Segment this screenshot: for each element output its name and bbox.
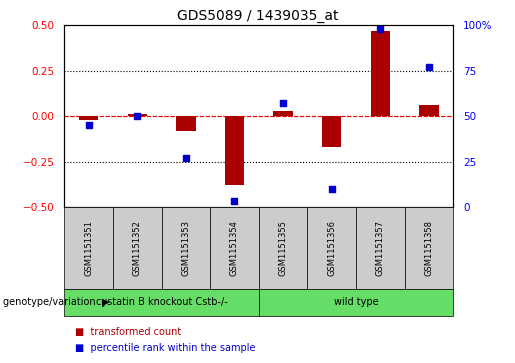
Text: GSM1151357: GSM1151357 (376, 220, 385, 276)
Text: ■  transformed count: ■ transformed count (75, 327, 181, 337)
Point (425, 64, 433, 70)
Point (84, 122, 93, 128)
Bar (128, 114, 147, 116)
Text: GSM1151355: GSM1151355 (279, 220, 287, 276)
Text: GSM1151351: GSM1151351 (84, 220, 93, 276)
Text: GSM1151353: GSM1151353 (181, 220, 191, 276)
Point (279, 101, 287, 106)
Bar (273, 111, 293, 116)
Text: GSM1151354: GSM1151354 (230, 220, 239, 276)
Text: GSM1151356: GSM1151356 (327, 220, 336, 276)
Text: GDS5089 / 1439035_at: GDS5089 / 1439035_at (177, 9, 338, 23)
Text: ■  percentile rank within the sample: ■ percentile rank within the sample (75, 343, 255, 354)
Text: cystatin B knockout Cstb-/-: cystatin B knockout Cstb-/- (96, 297, 228, 307)
Bar (176, 116, 196, 131)
Bar (419, 105, 439, 116)
Point (376, 26, 384, 32)
Bar (225, 116, 244, 185)
Text: genotype/variation  ▶: genotype/variation ▶ (3, 297, 109, 307)
Point (182, 155, 190, 161)
Text: GSM1151358: GSM1151358 (424, 220, 434, 276)
Bar (371, 31, 390, 116)
Text: GSM1151352: GSM1151352 (133, 220, 142, 276)
Bar (79, 116, 98, 120)
Bar (322, 116, 341, 147)
Point (230, 199, 238, 204)
Point (133, 113, 142, 119)
Text: wild type: wild type (334, 297, 379, 307)
Point (328, 186, 336, 192)
